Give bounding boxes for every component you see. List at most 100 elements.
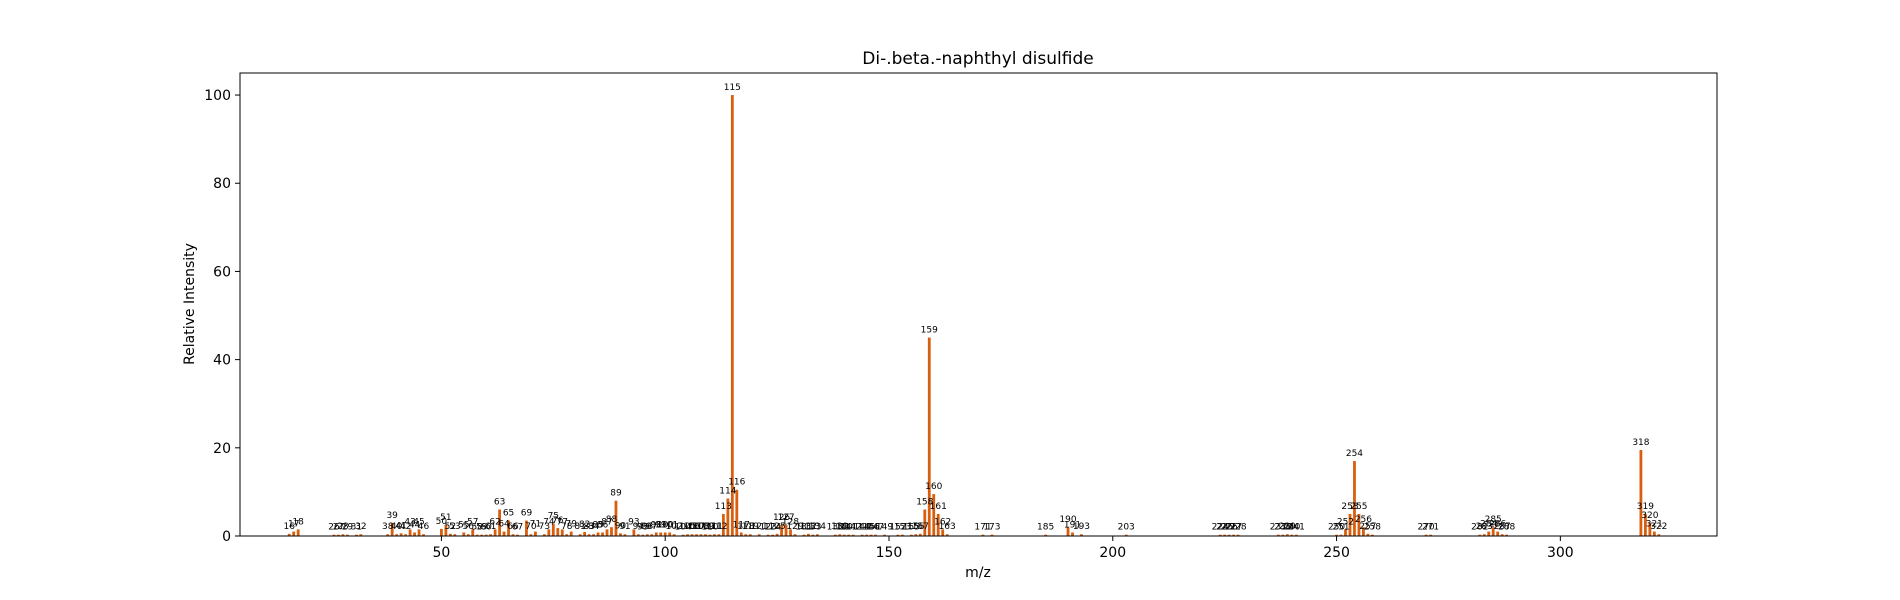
- peak-bar-81: [578, 534, 582, 536]
- peak-bar-40: [395, 534, 399, 536]
- peak-bar-254: [1353, 461, 1356, 536]
- peak-bar-94: [636, 534, 640, 536]
- peak-bar-39: [390, 522, 394, 536]
- peak-label-155: 155: [903, 523, 920, 533]
- peak-bar-106: [690, 534, 694, 536]
- peak-bar-42: [404, 534, 407, 536]
- peak-label-62: 62: [489, 517, 500, 527]
- peak-bar-270: [1424, 534, 1428, 536]
- peak-label-67: 67: [512, 523, 523, 533]
- peak-label-42: 42: [400, 522, 411, 532]
- peak-label-282: 282: [1471, 523, 1488, 533]
- peak-bar-241: [1294, 534, 1298, 536]
- x-tick-label: 300: [1547, 545, 1574, 561]
- peak-bar-55: [462, 532, 466, 536]
- chart-title: Di-.beta.-naphthyl disulfide: [862, 49, 1093, 69]
- peak-label-77: 77: [557, 517, 568, 527]
- peak-bar-237: [1276, 534, 1280, 536]
- peak-label-86: 86: [597, 520, 609, 530]
- peak-label-61: 61: [485, 522, 496, 532]
- peak-label-285: 285: [1485, 515, 1502, 525]
- peak-label-81: 81: [574, 522, 585, 532]
- peak-bar-239: [1285, 534, 1289, 536]
- peak-bar-60: [484, 534, 488, 536]
- peak-label-163: 163: [939, 522, 956, 532]
- peak-bar-26: [332, 534, 336, 536]
- peak-label-59: 59: [476, 523, 488, 533]
- peak-bar-77: [560, 529, 564, 536]
- peak-label-51: 51: [440, 513, 451, 523]
- peak-bar-109: [704, 534, 707, 536]
- peak-bar-144: [860, 534, 864, 536]
- peak-bar-156: [914, 534, 918, 536]
- peak-label-134: 134: [809, 522, 826, 532]
- peak-bar-119: [748, 534, 752, 536]
- peak-bar-70: [529, 534, 533, 536]
- peak-label-75: 75: [548, 512, 559, 522]
- peak-label-58: 58: [471, 523, 483, 533]
- peak-label-173: 173: [983, 523, 1000, 533]
- peak-bar-125: [775, 533, 779, 536]
- peak-bar-191: [1071, 532, 1074, 536]
- peak-bar-101: [668, 532, 672, 536]
- peak-bar-18: [296, 529, 300, 536]
- x-tick-label: 100: [652, 545, 679, 561]
- peak-bar-142: [851, 534, 855, 536]
- peak-bar-59: [480, 534, 484, 536]
- peak-bar-67: [516, 534, 519, 536]
- peak-label-239: 239: [1279, 522, 1296, 532]
- peak-bar-190: [1066, 527, 1070, 536]
- peak-bar-152: [896, 534, 900, 536]
- peak-bar-76: [556, 528, 560, 536]
- peak-bar-271: [1429, 534, 1432, 536]
- x-axis-ticks: 50 100 150 200 250 300: [432, 536, 1574, 561]
- peak-label-224: 224: [1212, 523, 1229, 533]
- peak-bar-155: [909, 534, 913, 536]
- peak-bar-71: [534, 531, 537, 536]
- peak-bar-29: [346, 534, 349, 536]
- peak-bar-133: [811, 534, 815, 536]
- peak-bar-282: [1478, 534, 1482, 536]
- peak-label-147: 147: [867, 523, 884, 533]
- peak-bar-28: [341, 534, 345, 536]
- peak-bar-98: [654, 532, 658, 536]
- peak-label-16: 16: [284, 522, 296, 532]
- peak-label-45: 45: [413, 517, 424, 527]
- peak-bar-158: [923, 509, 927, 536]
- peak-label-252: 252: [1337, 517, 1354, 527]
- peak-label-157: 157: [912, 522, 929, 532]
- peak-label-26: 26: [328, 523, 340, 533]
- peak-label-39: 39: [386, 511, 398, 521]
- peak-label-99: 99: [655, 520, 667, 530]
- peak-label-256: 256: [1355, 515, 1372, 525]
- peak-label-138: 138: [827, 523, 844, 533]
- peak-bar-257: [1366, 533, 1370, 536]
- peak-label-129: 129: [786, 522, 803, 532]
- peak-label-88: 88: [606, 515, 618, 525]
- peak-bar-84: [592, 534, 595, 536]
- peak-bar-32: [359, 534, 363, 536]
- peak-label-18: 18: [292, 517, 304, 527]
- peak-label-284: 284: [1480, 520, 1497, 530]
- peak-bar-31: [354, 534, 358, 536]
- peak-label-114: 114: [719, 487, 736, 497]
- peak-label-87: 87: [601, 517, 612, 527]
- peak-bar-227: [1232, 534, 1236, 536]
- peak-bar-100: [663, 532, 667, 536]
- peak-label-71: 71: [530, 520, 541, 530]
- peak-bar-225: [1223, 534, 1227, 536]
- peak-label-191: 191: [1064, 520, 1081, 530]
- peak-bar-43: [408, 529, 412, 536]
- peak-label-318: 318: [1632, 438, 1649, 448]
- peak-bar-321: [1652, 531, 1656, 536]
- peak-label-253: 253: [1341, 502, 1358, 512]
- peak-label-161: 161: [930, 502, 947, 512]
- peak-bar-126: [780, 524, 783, 536]
- peak-bar-284: [1487, 531, 1491, 536]
- x-axis-label: m/z: [965, 565, 991, 581]
- peak-label-63: 63: [494, 498, 505, 508]
- peak-bar-91: [623, 534, 627, 536]
- peak-bar-240: [1290, 534, 1294, 536]
- peak-bar-124: [771, 534, 775, 536]
- y-tick-label: 60: [213, 264, 231, 280]
